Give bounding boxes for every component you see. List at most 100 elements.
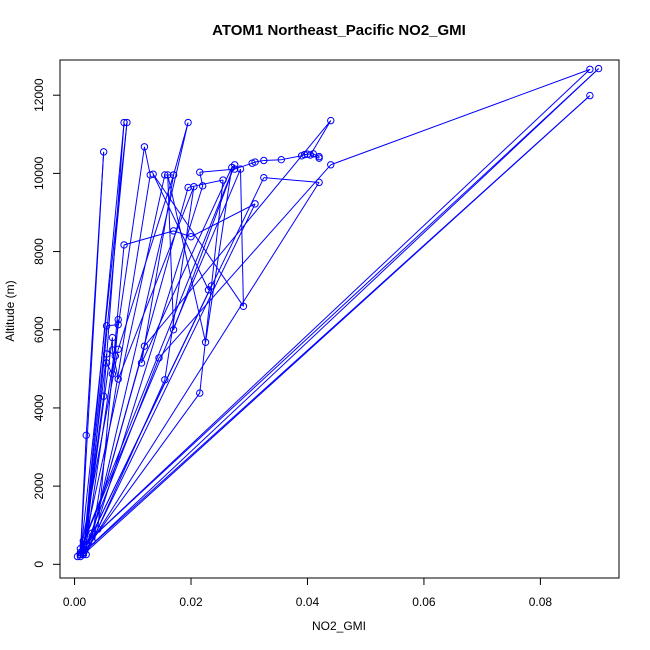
- series-line-segment: [79, 151, 105, 557]
- data-point: [79, 537, 87, 545]
- series-line-segment: [158, 164, 332, 359]
- data-point: [306, 151, 315, 159]
- data-point: [137, 359, 146, 367]
- data-point: [120, 241, 128, 249]
- series-line-segment: [199, 172, 204, 186]
- series-line-segment: [117, 186, 195, 380]
- data-point: [114, 375, 122, 383]
- data-point: [169, 227, 178, 235]
- series-line-segment: [164, 186, 195, 380]
- data-point: [201, 338, 210, 346]
- y-tick-label: 6000: [32, 316, 46, 343]
- data-point: [76, 548, 85, 557]
- data-point: [190, 182, 198, 191]
- y-axis-label: Altitude (m): [3, 280, 17, 341]
- data-point: [586, 91, 594, 100]
- data-point: [586, 65, 594, 74]
- series-line-segment: [82, 182, 320, 555]
- x-axis-label: NO2_GMI: [312, 619, 366, 633]
- data-point: [277, 155, 285, 164]
- data-point: [594, 64, 603, 73]
- chart-title: ATOM1 Northeast_Pacific NO2_GMI: [212, 22, 466, 39]
- series-line-segment: [106, 324, 119, 327]
- data-point: [88, 529, 96, 537]
- data-point: [108, 370, 117, 378]
- data-point: [146, 171, 154, 179]
- series-line-segment: [91, 203, 256, 542]
- x-tick-label: 0.04: [296, 595, 320, 609]
- series-line: [77, 68, 599, 557]
- data-point: [219, 176, 227, 184]
- series-line-segment: [205, 167, 233, 343]
- data-point: [184, 183, 192, 192]
- data-point: [114, 315, 122, 324]
- series-line-segment: [208, 285, 212, 291]
- series-line-segment: [141, 174, 175, 364]
- y-tick-label: 10000: [32, 156, 46, 190]
- y-tick-label: 8000: [32, 238, 46, 265]
- series-line-segment: [251, 161, 256, 164]
- series-line-segment: [82, 285, 212, 553]
- data-point: [102, 359, 111, 367]
- data-point: [196, 389, 204, 397]
- series-line-segment: [82, 357, 160, 553]
- series-line-segment: [77, 164, 236, 557]
- data-point: [79, 543, 87, 551]
- data-point: [99, 148, 108, 156]
- data-point: [169, 171, 178, 179]
- series-line-segment: [309, 120, 332, 156]
- series-line-segment: [82, 337, 113, 555]
- data-point: [204, 286, 213, 294]
- series-line-segment: [85, 379, 166, 555]
- data-point: [120, 118, 128, 127]
- series-line-segment: [91, 174, 151, 538]
- data-point: [102, 350, 111, 358]
- data-point: [99, 392, 108, 400]
- y-tick-label: 2000: [32, 472, 46, 499]
- x-tick-label: 0.06: [412, 595, 436, 609]
- series-line-segment: [77, 168, 241, 557]
- series-line-segment: [82, 95, 591, 555]
- data-point: [155, 354, 163, 362]
- series-line-segment: [79, 349, 119, 553]
- data-point: [327, 161, 335, 169]
- series-line-segment: [263, 177, 320, 183]
- data-point: [228, 163, 236, 172]
- data-point: [161, 376, 169, 384]
- series-line-segment: [330, 68, 591, 166]
- y-axis: 0 2000 4000 6000 8000 10000 12000: [32, 78, 61, 568]
- series-line-segment: [173, 164, 236, 330]
- y-tick-label: 4000: [32, 394, 46, 421]
- data-point: [198, 182, 207, 190]
- series-line-segment: [80, 68, 599, 550]
- series-line-segment: [85, 146, 145, 545]
- data-point: [108, 333, 117, 342]
- data-point: [102, 322, 111, 330]
- data-point: [184, 118, 192, 127]
- data-point: [108, 346, 117, 354]
- series-line-segment: [167, 174, 207, 343]
- data-point: [260, 156, 268, 165]
- x-tick-label: 0.00: [63, 595, 87, 609]
- series-line-segment: [141, 167, 233, 364]
- data-point: [169, 326, 178, 334]
- series-line-segment: [190, 203, 256, 238]
- data-point: [88, 537, 96, 545]
- y-tick-label: 0: [32, 561, 46, 568]
- data-point: [239, 302, 248, 310]
- data-point: [94, 525, 102, 533]
- data-point: [164, 171, 172, 179]
- data-point: [251, 200, 259, 208]
- data-point: [111, 352, 120, 360]
- series-line-segment: [143, 146, 151, 176]
- data-point: [79, 548, 87, 557]
- data-point: [196, 168, 204, 176]
- data-point: [114, 320, 122, 329]
- x-tick-label: 0.02: [179, 595, 203, 609]
- data-point: [187, 233, 195, 241]
- data-point: [140, 342, 149, 350]
- data-point: [260, 173, 268, 182]
- x-tick-label: 0.08: [529, 595, 553, 609]
- series-points: [73, 64, 603, 561]
